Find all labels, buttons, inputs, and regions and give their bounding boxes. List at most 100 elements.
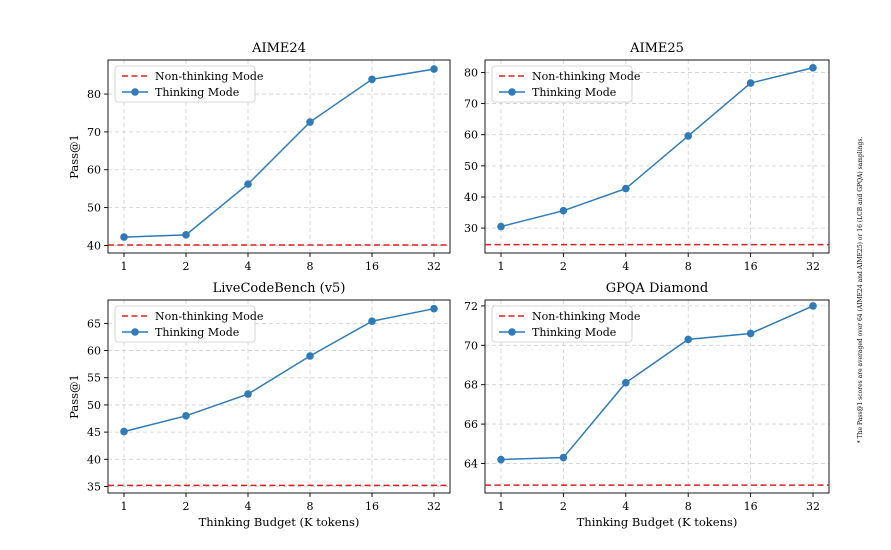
legend-label-thinking: Thinking Mode: [532, 86, 616, 99]
legend-label-thinking: Thinking Mode: [532, 326, 616, 339]
y-tick-label: 50: [87, 399, 101, 412]
y-axis-label: Pass@1: [67, 374, 81, 419]
chart-panel-2: 30 40 50 60 70 80 1 2 4 8 16 32 AIME25 Non-thinking M…: [464, 41, 830, 273]
thinking-mode-point: [497, 222, 505, 231]
thinking-mode-point: [430, 304, 438, 313]
y-tick-label: 70: [464, 98, 478, 111]
plot-frame: [107, 59, 451, 254]
y-tick-label: 60: [464, 129, 478, 142]
plot-frame: [484, 299, 830, 494]
legend-marker-thinking: [508, 328, 516, 336]
y-tick-label: 80: [87, 88, 101, 101]
thinking-mode-line: [500, 67, 814, 228]
y-tick-label: 72: [464, 300, 478, 313]
thinking-mode-point: [746, 79, 755, 87]
thinking-mode-point: [430, 65, 438, 73]
plot-frame: [107, 299, 451, 494]
thinking-mode-point: [368, 75, 376, 84]
thinking-mode-line: [123, 307, 435, 433]
thinking-mode-point: [622, 378, 630, 387]
y-tick-label: 50: [87, 202, 101, 215]
y-tick-label: 60: [87, 345, 101, 358]
thinking-mode-point: [559, 453, 568, 462]
chart-title: GPQA Diamond: [606, 281, 709, 296]
y-tick-label: 50: [464, 160, 478, 173]
x-tick-label: 1: [498, 260, 505, 273]
thinking-mode-point: [368, 317, 376, 326]
thinking-mode-point: [684, 335, 692, 344]
thinking-mode-point: [746, 329, 755, 338]
y-tick-label: 64: [464, 457, 478, 470]
legend-marker-thinking: [131, 328, 139, 336]
thinking-mode-point: [306, 352, 314, 360]
x-tick-label: 16: [365, 260, 379, 273]
legend-marker-thinking: [131, 88, 139, 96]
x-tick-label: 16: [744, 260, 758, 273]
legend-label-non-thinking: Non-thinking Mode: [532, 70, 640, 83]
x-tick-label: 2: [560, 260, 567, 273]
legend: Non-thinking Mode Thinking Mode: [114, 305, 263, 343]
y-tick-label: 60: [87, 164, 101, 177]
legend-marker-thinking: [508, 88, 516, 96]
y-tick-label: 30: [464, 222, 478, 235]
x-tick-label: 16: [744, 500, 758, 513]
x-tick-label: 2: [183, 500, 190, 513]
y-tick-label: 35: [87, 480, 101, 493]
thinking-mode-point: [306, 118, 314, 126]
chart-title: AIME24: [251, 41, 306, 56]
chart-panel-4: 64 66 68 70 72 1 2 4 8 16 32 GPQA Diamond Thinking B…: [464, 281, 830, 529]
footnote: * The Pass@1 scores are averaged over 64…: [857, 137, 864, 444]
y-tick-label: 40: [464, 191, 478, 204]
x-tick-label: 4: [622, 260, 629, 273]
x-axis-label: Thinking Budget (K tokens): [199, 515, 360, 529]
thinking-mode-point: [497, 455, 505, 464]
thinking-mode-point: [809, 63, 817, 72]
legend-box: [491, 65, 633, 103]
x-tick-label: 16: [365, 500, 379, 513]
x-tick-label: 32: [427, 500, 441, 513]
thinking-mode-point: [684, 132, 692, 140]
y-tick-label: 45: [87, 426, 101, 439]
y-tick-label: 55: [87, 372, 101, 385]
thinking-mode-point: [120, 233, 128, 241]
x-tick-label: 32: [806, 260, 820, 273]
thinking-mode-point: [182, 412, 190, 420]
x-tick-label: 4: [622, 500, 629, 513]
legend-box: [114, 305, 256, 343]
legend-label-non-thinking: Non-thinking Mode: [155, 310, 263, 323]
thinking-mode-point: [120, 427, 128, 436]
x-tick-label: 1: [498, 500, 505, 513]
y-tick-label: 68: [464, 379, 478, 392]
y-tick-label: 40: [87, 453, 101, 466]
x-tick-label: 32: [806, 500, 820, 513]
x-tick-label: 8: [307, 260, 314, 273]
thinking-mode-point: [559, 206, 568, 215]
x-tick-label: 1: [121, 260, 128, 273]
chart-panel-3: 35 40 45 50 55 60 65 1 2 4 8 16 32 LiveCodeBench (v5)…: [67, 281, 451, 529]
thinking-mode-point: [244, 390, 252, 398]
legend: Non-thinking Mode Thinking Mode: [491, 305, 640, 343]
thinking-mode-point: [244, 180, 252, 188]
thinking-mode-point: [182, 231, 190, 239]
y-tick-label: 70: [464, 339, 478, 352]
x-axis-label: Thinking Budget (K tokens): [577, 515, 738, 529]
legend-box: [114, 65, 256, 103]
x-tick-label: 32: [427, 260, 441, 273]
thinking-mode-line: [500, 305, 814, 461]
x-tick-label: 2: [560, 500, 567, 513]
x-tick-label: 1: [121, 500, 128, 513]
x-tick-label: 4: [245, 500, 252, 513]
y-axis-label: Pass@1: [67, 134, 81, 179]
y-tick-label: 66: [464, 418, 478, 431]
y-tick-label: 80: [464, 66, 478, 79]
chart-panel-1: 40 50 60 70 80 1 2 4 8 16 32 AIME24 Pass@1 Non-thinki…: [67, 41, 451, 273]
x-tick-label: 4: [245, 260, 252, 273]
thinking-mode-line: [123, 68, 435, 238]
chart-title: AIME25: [629, 41, 684, 56]
thinking-mode-point: [622, 184, 630, 193]
legend-label-thinking: Thinking Mode: [155, 326, 239, 339]
y-tick-label: 70: [87, 126, 101, 139]
legend-label-non-thinking: Non-thinking Mode: [532, 310, 640, 323]
chart-title: LiveCodeBench (v5): [213, 281, 346, 296]
